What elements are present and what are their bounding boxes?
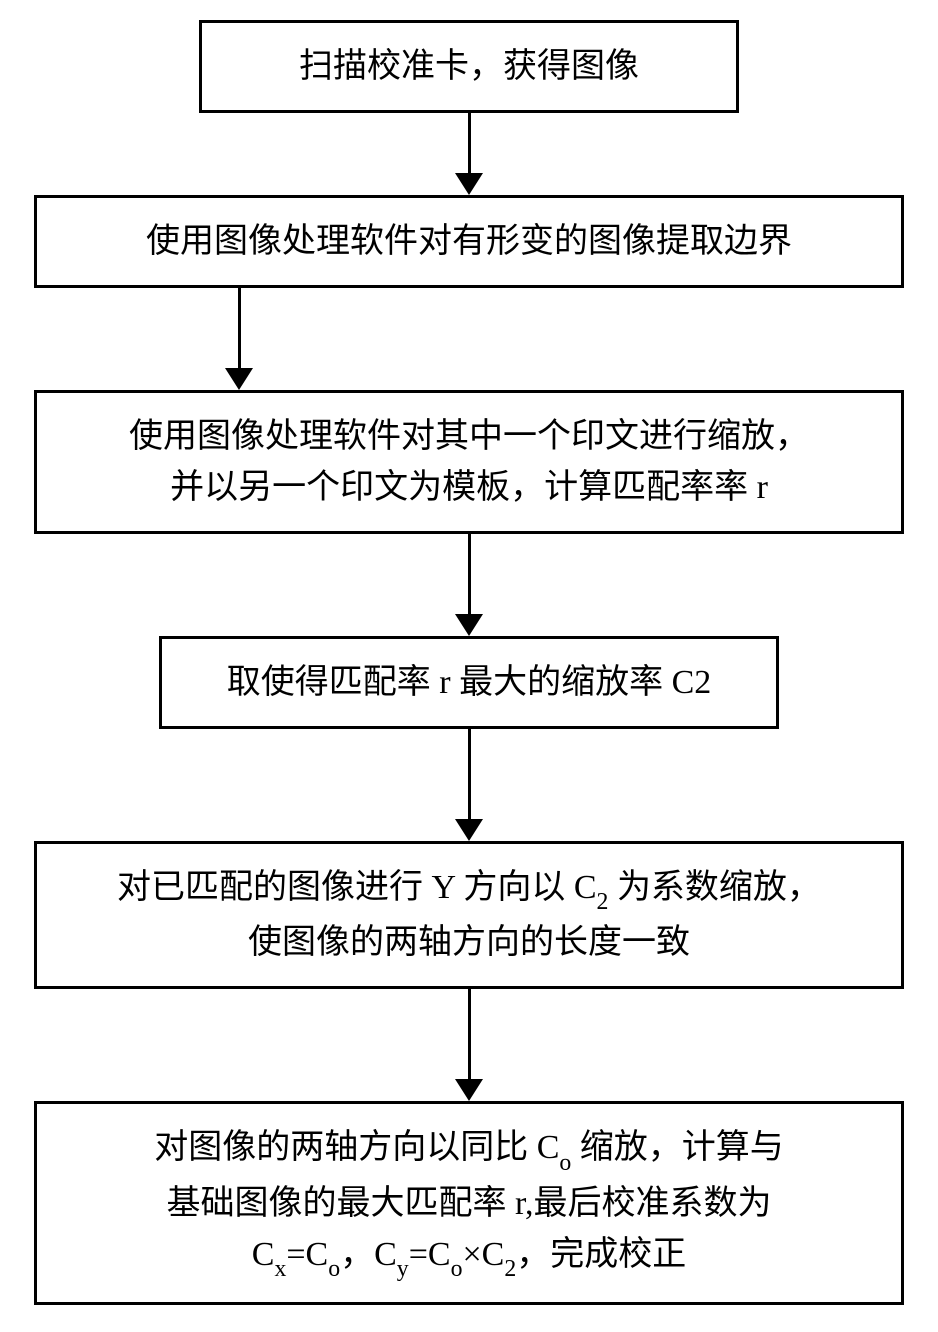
arrow-after-step3 (455, 534, 483, 636)
flowchart-box-step1: 扫描校准卡，获得图像 (199, 20, 739, 113)
arrow-head-icon (455, 819, 483, 841)
arrow-head-icon (225, 368, 253, 390)
flowchart-box-step4: 取使得匹配率 r 最大的缩放率 C2 (159, 636, 779, 729)
arrow-line (238, 288, 241, 368)
flowchart-container: 扫描校准卡，获得图像使用图像处理软件对有形变的图像提取边界使用图像处理软件对其中… (20, 20, 918, 1305)
arrow-head-icon (455, 173, 483, 195)
arrow-after-step1 (455, 113, 483, 195)
flowchart-box-step6: 对图像的两轴方向以同比 Co 缩放，计算与基础图像的最大匹配率 r,最后校准系数… (34, 1101, 904, 1305)
arrow-after-step2 (225, 288, 253, 390)
arrow-head-icon (455, 1079, 483, 1101)
flowchart-box-step3: 使用图像处理软件对其中一个印文进行缩放，并以另一个印文为模板，计算匹配率率 r (34, 390, 904, 534)
flowchart-box-step5: 对已匹配的图像进行 Y 方向以 C2 为系数缩放，使图像的两轴方向的长度一致 (34, 841, 904, 989)
arrow-line (468, 113, 471, 173)
arrow-line (468, 534, 471, 614)
flowchart-box-step2: 使用图像处理软件对有形变的图像提取边界 (34, 195, 904, 288)
arrow-line (468, 729, 471, 819)
arrow-line (468, 989, 471, 1079)
arrow-head-icon (455, 614, 483, 636)
arrow-after-step5 (455, 989, 483, 1101)
arrow-after-step4 (455, 729, 483, 841)
